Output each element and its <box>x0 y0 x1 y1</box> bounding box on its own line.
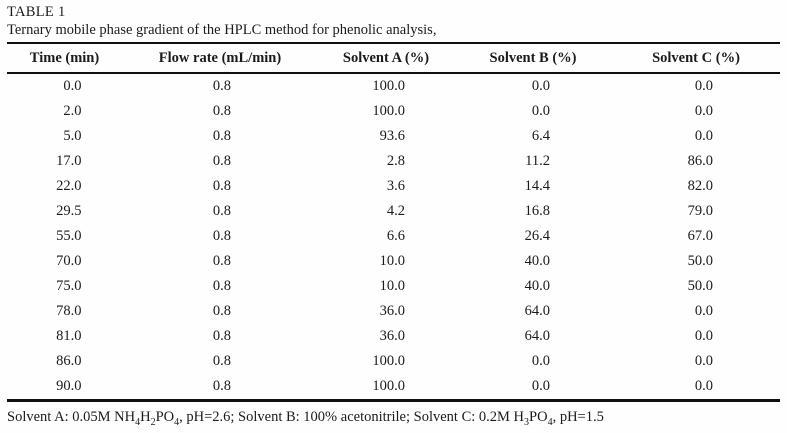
table-cell: 4.2 <box>386 203 405 219</box>
table-cell: 64.0 <box>524 328 550 344</box>
column-header-2: Solvent A (%) <box>318 43 454 74</box>
table-cell: 3.6 <box>386 178 405 194</box>
table-row: 75.0 0.8 10.0 40.0 50.0 <box>7 274 780 299</box>
column-header-4: Solvent C (%) <box>612 43 780 74</box>
table-row: 2.0 0.8 100.0 0.0 0.0 <box>7 99 780 124</box>
table-cell: 0.8 <box>212 303 231 319</box>
table-cell: 5.0 <box>63 128 82 144</box>
table-cell: 2.0 <box>63 103 82 119</box>
table-cell: 0.0 <box>531 378 550 394</box>
table-cell: 0.0 <box>694 303 713 319</box>
table-cell: 29.5 <box>56 203 82 219</box>
table-cell: 6.6 <box>386 228 405 244</box>
table-cell: 0.8 <box>212 353 231 369</box>
table-cell: 0.8 <box>212 203 231 219</box>
table-cell: 0.0 <box>531 78 550 94</box>
table-label: TABLE 1 <box>7 4 66 20</box>
table-cell: 0.8 <box>212 178 231 194</box>
table-cell: 100.0 <box>372 78 405 94</box>
table-row: 81.0 0.8 36.0 64.0 0.0 <box>7 324 780 349</box>
column-header-1: Flow rate (mL/min) <box>122 43 318 74</box>
table-cell: 0.8 <box>212 378 231 394</box>
table-cell: 0.8 <box>212 328 231 344</box>
table-row: 0.0 0.8 100.0 0.0 0.0 <box>7 73 780 99</box>
table-cell: 16.8 <box>524 203 550 219</box>
table-row: 86.0 0.8 100.0 0.0 0.0 <box>7 349 780 374</box>
table-cell: 0.0 <box>531 353 550 369</box>
table-cell: 10.0 <box>379 253 405 269</box>
table-cell: 0.0 <box>694 328 713 344</box>
table-cell: 6.4 <box>531 128 550 144</box>
table-cell: 17.0 <box>56 153 82 169</box>
column-header-0: Time (min) <box>7 43 122 74</box>
table-cell: 100.0 <box>372 353 405 369</box>
table-cell: 11.2 <box>525 153 550 169</box>
table-cell: 26.4 <box>524 228 550 244</box>
table-cell: 0.0 <box>694 103 713 119</box>
table-cell: 0.8 <box>212 78 231 94</box>
table-cell: 86.0 <box>687 153 713 169</box>
table-cell: 78.0 <box>56 303 82 319</box>
table-cell: 64.0 <box>524 303 550 319</box>
table-row: 90.0 0.8 100.0 0.0 0.0 <box>7 374 780 401</box>
column-header-3: Solvent B (%) <box>454 43 612 74</box>
table-cell: 90.0 <box>56 378 82 394</box>
table-row: 22.0 0.8 3.6 14.4 82.0 <box>7 174 780 199</box>
table-footnote: Solvent A: 0.05M NH4H2PO4, pH=2.6; Solve… <box>7 409 604 428</box>
table-caption-block: TABLE 1 Ternary mobile phase gradient of… <box>7 4 780 39</box>
table-cell: 0.8 <box>212 228 231 244</box>
table-cell: 55.0 <box>56 228 82 244</box>
table-cell: 50.0 <box>687 253 713 269</box>
table-cell: 40.0 <box>524 253 550 269</box>
table-cell: 0.8 <box>212 253 231 269</box>
table-cell: 40.0 <box>524 278 550 294</box>
table-cell: 81.0 <box>56 328 82 344</box>
table-cell: 86.0 <box>56 353 82 369</box>
table-row: 55.0 0.8 6.6 26.4 67.0 <box>7 224 780 249</box>
table-cell: 50.0 <box>687 278 713 294</box>
table-cell: 0.0 <box>694 353 713 369</box>
table-cell: 0.0 <box>694 78 713 94</box>
table-row: 29.5 0.8 4.2 16.8 79.0 <box>7 199 780 224</box>
table-cell: 22.0 <box>56 178 82 194</box>
table-cell: 0.8 <box>212 278 231 294</box>
table-cell: 0.8 <box>212 153 231 169</box>
table-cell: 67.0 <box>687 228 713 244</box>
table-cell: 75.0 <box>56 278 82 294</box>
table-cell: 70.0 <box>56 253 82 269</box>
table-header-row: Time (min) Flow rate (mL/min) Solvent A (%… <box>7 43 780 74</box>
table-cell: 0.0 <box>694 378 713 394</box>
table-caption: Ternary mobile phase gradient of the HPL… <box>7 22 437 38</box>
table-cell: 93.6 <box>379 128 405 144</box>
table-cell: 0.8 <box>212 128 231 144</box>
table-cell: 79.0 <box>687 203 713 219</box>
table-cell: 100.0 <box>372 103 405 119</box>
table-cell: 0.0 <box>531 103 550 119</box>
table-cell: 36.0 <box>379 303 405 319</box>
table-cell: 0.0 <box>694 128 713 144</box>
table-cell: 82.0 <box>687 178 713 194</box>
table-row: 78.0 0.8 36.0 64.0 0.0 <box>7 299 780 324</box>
table-row: 5.0 0.8 93.6 6.4 0.0 <box>7 124 780 149</box>
table-cell: 2.8 <box>386 153 405 169</box>
hplc-gradient-table: Time (min) Flow rate (mL/min) Solvent A (%… <box>7 42 780 402</box>
table-row: 70.0 0.8 10.0 40.0 50.0 <box>7 249 780 274</box>
table-cell: 100.0 <box>372 378 405 394</box>
table-cell: 0.8 <box>212 103 231 119</box>
table-row: 17.0 0.8 2.8 11.2 86.0 <box>7 149 780 174</box>
table-cell: 14.4 <box>524 178 550 194</box>
table-cell: 0.0 <box>63 78 82 94</box>
table-cell: 10.0 <box>379 278 405 294</box>
table-cell: 36.0 <box>379 328 405 344</box>
